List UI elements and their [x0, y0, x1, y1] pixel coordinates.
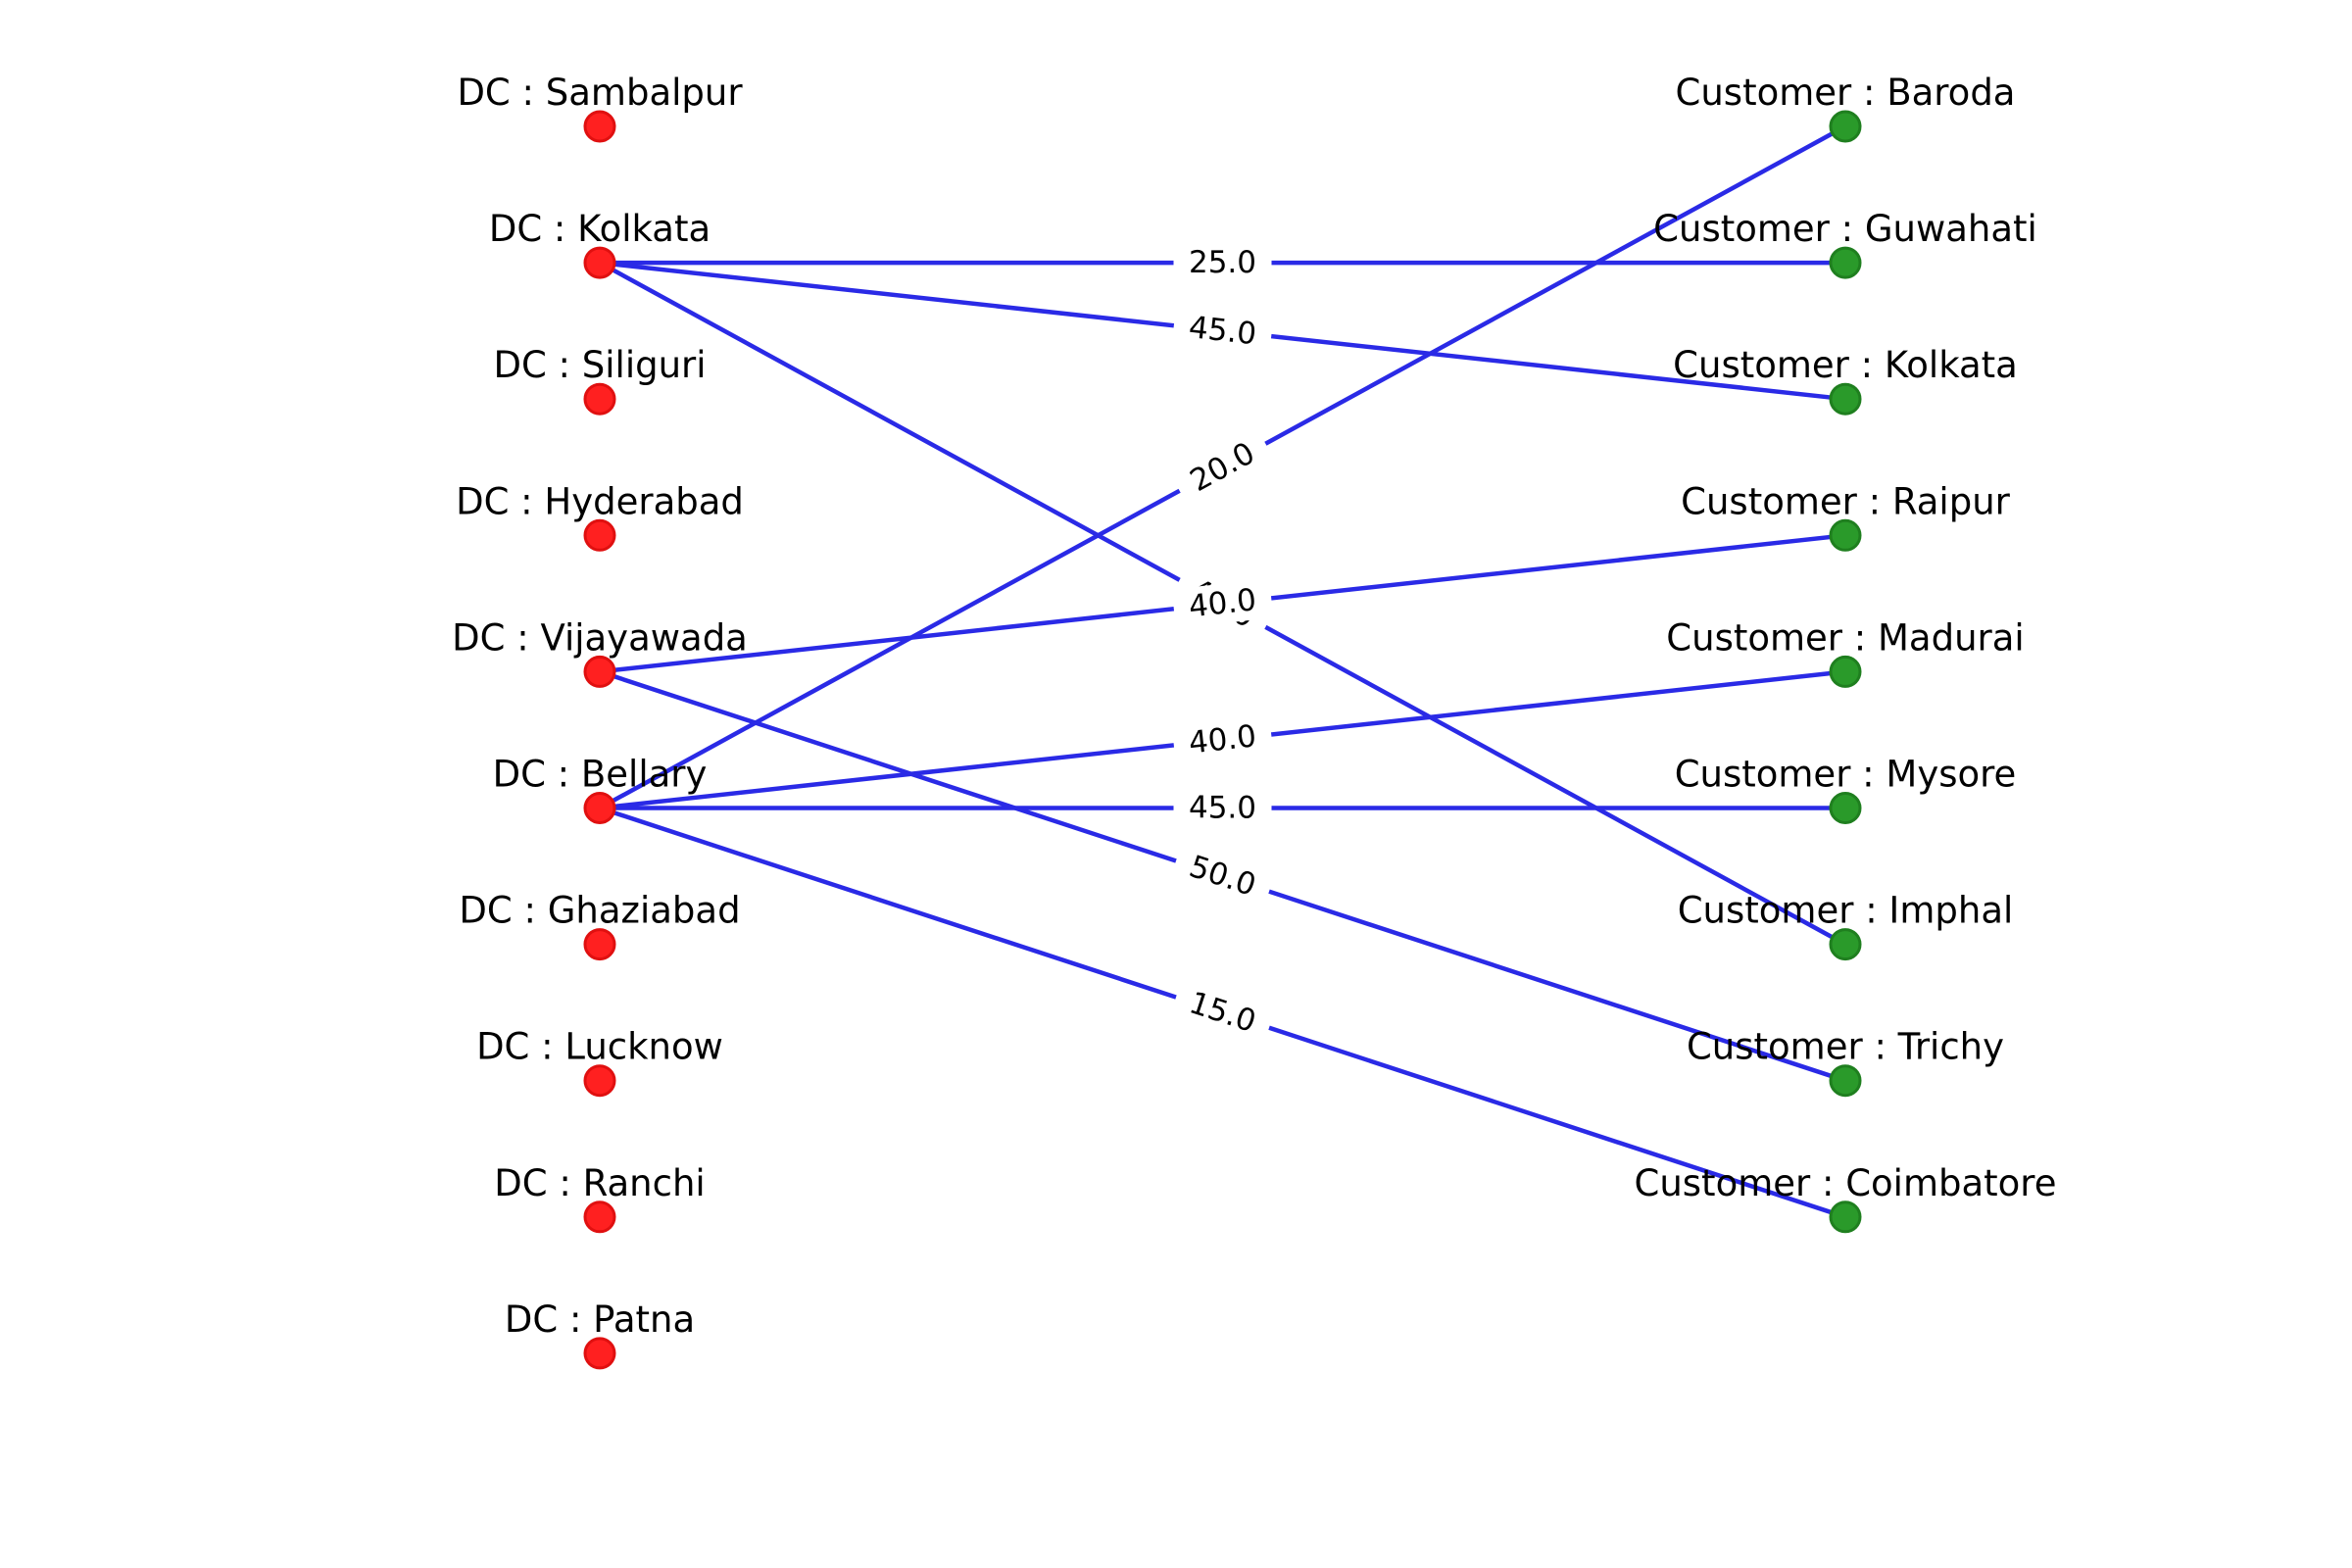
customer-node-customer-madurai: Customer : Madurai: [1666, 616, 2025, 688]
dc-node-label: DC : Ghaziabad: [459, 890, 740, 932]
edge-label-1: 45.0: [1171, 306, 1274, 356]
dc-node-dc-bellary: DC : Bellary: [493, 754, 708, 824]
dc-node-label: DC : Patna: [505, 1298, 695, 1341]
edge-label-6: 40.0: [1171, 714, 1274, 765]
edge-label-bg: [1173, 788, 1272, 828]
dc-node-dot: [583, 655, 616, 688]
customer-node-dot: [1829, 1064, 1862, 1098]
dc-node-dc-siliguri: DC : Siliguri: [493, 344, 707, 416]
customer-node-label: Customer : Trichy: [1687, 1026, 2004, 1068]
customer-node-dot: [1829, 110, 1862, 143]
customer-node-label: Customer : Imphal: [1678, 890, 2014, 932]
customer-node-label: Customer : Kolkata: [1673, 344, 2018, 386]
edge-labels-layer: 25.045.040.040.050.020.040.045.015.0: [1169, 243, 1276, 1047]
customer-node-label: Customer : Coimbatore: [1635, 1162, 2057, 1204]
dc-node-label: DC : Ranchi: [494, 1162, 705, 1204]
edge-label-8: 15.0: [1169, 978, 1276, 1047]
dc-node-dot: [583, 1064, 616, 1098]
customer-node-customer-guwahati: Customer : Guwahati: [1653, 208, 2037, 279]
edge-label-bg: [1171, 714, 1274, 765]
edge-label-bg: [1170, 426, 1275, 509]
customer-node-dot: [1829, 792, 1862, 824]
dc-node-label: DC : Sambalpur: [457, 72, 743, 114]
dc-node-dot: [583, 792, 616, 824]
dc-node-dc-vijayawada: DC : Vijayawada: [452, 616, 748, 688]
customer-node-label: Customer : Madurai: [1666, 616, 2024, 659]
customer-node-customer-raipur: Customer : Raipur: [1681, 480, 2011, 552]
edge-label-bg: [1169, 978, 1276, 1047]
edge-label-0: 25.0: [1173, 243, 1272, 283]
customer-node-dot: [1829, 518, 1862, 552]
dc-node-dc-patna: DC : Patna: [505, 1298, 695, 1370]
nodes-layer: DC : Sambalpur DC : Kolkata DC : Siliguri D…: [452, 72, 2057, 1370]
customer-node-dot: [1829, 655, 1862, 688]
customer-node-customer-coimbatore: Customer : Coimbatore: [1635, 1162, 2057, 1234]
dc-node-dot: [583, 518, 616, 552]
dc-node-dot: [583, 382, 616, 416]
customer-node-customer-kolkata: Customer : Kolkata: [1673, 344, 2018, 416]
dc-node-dot: [583, 928, 616, 961]
edge-label-bg: [1171, 306, 1274, 356]
dc-node-dc-hyderabad: DC : Hyderabad: [456, 480, 744, 552]
dc-node-dot: [583, 1337, 616, 1370]
dc-node-dot: [583, 246, 616, 279]
dc-node-dc-sambalpur: DC : Sambalpur: [457, 72, 743, 143]
edge-label-4: 50.0: [1169, 842, 1276, 910]
customer-node-label: Customer : Raipur: [1681, 480, 2010, 522]
dc-node-dc-lucknow: DC : Lucknow: [476, 1026, 723, 1098]
customer-node-customer-trichy: Customer : Trichy: [1687, 1026, 2004, 1098]
dc-node-dot: [583, 110, 616, 143]
customer-node-label: Customer : Baroda: [1676, 72, 2016, 114]
dc-node-dot: [583, 1200, 616, 1234]
customer-node-customer-baroda: Customer : Baroda: [1676, 72, 2016, 143]
edge-label-3: 40.0: [1171, 578, 1274, 629]
customer-node-label: Customer : Guwahati: [1653, 208, 2037, 250]
customer-node-customer-imphal: Customer : Imphal: [1678, 890, 2014, 961]
customer-node-dot: [1829, 928, 1862, 961]
dc-node-label: DC : Hyderabad: [456, 480, 744, 522]
edge-label-7: 45.0: [1173, 788, 1272, 828]
dc-node-label: DC : Kolkata: [489, 208, 710, 250]
edge-label-text: 25.0: [1189, 245, 1256, 280]
customer-node-customer-mysore: Customer : Mysore: [1675, 754, 2017, 824]
customer-node-dot: [1829, 1200, 1862, 1234]
edge-label-text: 40.0: [1187, 718, 1258, 760]
dc-node-label: DC : Vijayawada: [452, 616, 748, 659]
customer-node-dot: [1829, 382, 1862, 416]
edge-label-bg: [1173, 243, 1272, 283]
dc-node-label: DC : Siliguri: [493, 344, 706, 386]
dc-node-dc-ranchi: DC : Ranchi: [494, 1162, 706, 1234]
edges-layer: [597, 123, 1848, 1220]
dc-node-dc-ghaziabad: DC : Ghaziabad: [459, 890, 741, 961]
edge-label-text: 45.0: [1187, 310, 1258, 352]
edge-label-text: 45.0: [1189, 791, 1256, 826]
customer-node-dot: [1829, 246, 1862, 279]
edge-label-5: 20.0: [1170, 426, 1275, 509]
dc-node-label: DC : Lucknow: [476, 1026, 723, 1068]
edge-label-bg: [1171, 578, 1274, 629]
dc-node-dc-kolkata: DC : Kolkata: [489, 208, 710, 279]
edge-label-bg: [1169, 842, 1276, 910]
dc-node-label: DC : Bellary: [493, 754, 708, 796]
edge-label-text: 40.0: [1187, 582, 1258, 624]
customer-node-label: Customer : Mysore: [1675, 754, 2017, 796]
